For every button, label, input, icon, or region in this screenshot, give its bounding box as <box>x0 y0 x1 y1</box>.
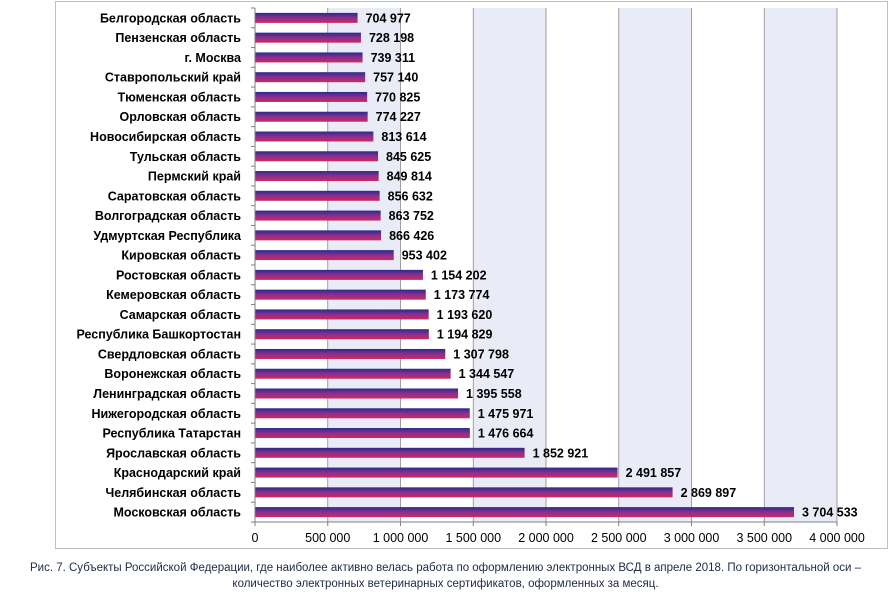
data-label: 845 625 <box>386 150 431 164</box>
category-label: Самарская область <box>120 308 242 322</box>
plot-band <box>473 8 546 522</box>
data-label: 1 193 620 <box>437 308 493 322</box>
data-label: 3 704 533 <box>802 506 858 520</box>
data-label: 813 614 <box>381 130 426 144</box>
bar <box>255 408 470 419</box>
bar <box>255 368 451 379</box>
category-label: Кемеровская область <box>106 288 241 302</box>
category-label: Волгоградская область <box>95 209 241 223</box>
bar <box>255 171 379 182</box>
category-label: Ярославская область <box>106 446 241 460</box>
data-label: 866 426 <box>389 229 434 243</box>
plot-band <box>764 8 837 522</box>
data-label: 856 632 <box>388 189 433 203</box>
category-label: Республика Башкортостан <box>76 328 241 342</box>
bar <box>255 190 380 201</box>
figure-caption: Рис. 7. Субъекты Российской Федерации, г… <box>0 560 891 592</box>
bar <box>255 111 368 122</box>
x-tick-label: 1 500 000 <box>445 531 501 545</box>
caption-line-1: Рис. 7. Субъекты Российской Федерации, г… <box>29 562 861 574</box>
category-label: Пермский край <box>148 170 241 184</box>
bar <box>255 12 358 23</box>
category-label: Ростовская область <box>116 268 241 282</box>
plot-band <box>618 8 692 522</box>
bar <box>255 428 470 439</box>
data-label: 1 307 798 <box>453 347 509 361</box>
category-label: Кировская область <box>121 249 241 263</box>
x-tick-label: 2 000 000 <box>518 531 574 545</box>
category-label: Свердловская область <box>98 347 241 361</box>
x-tick-label: 500 000 <box>305 531 350 545</box>
chart-frame: Белгородская область Пензенская область г.… <box>55 1 888 549</box>
bar-chart: Белгородская область Пензенская область г.… <box>76 7 865 545</box>
category-label: Краснодарский край <box>114 466 241 480</box>
bar <box>255 32 361 43</box>
data-label: 1 395 558 <box>466 387 522 401</box>
data-label: 2 869 897 <box>681 486 737 500</box>
bar <box>255 72 366 83</box>
bar <box>255 507 795 518</box>
bar <box>255 329 429 340</box>
plot-band <box>327 8 401 522</box>
category-label: Тюменская область <box>118 90 242 104</box>
bar <box>255 487 673 498</box>
data-label: 1 344 547 <box>459 367 515 381</box>
category-label: Орловская область <box>120 110 242 124</box>
x-tick-label: 0 <box>252 531 259 545</box>
bar <box>255 467 618 478</box>
data-label: 757 140 <box>373 71 418 85</box>
x-tick-label: 2 500 000 <box>591 531 647 545</box>
bar <box>255 151 379 162</box>
category-label: Республика Татарстан <box>102 427 241 441</box>
category-label: Московская область <box>113 506 241 520</box>
category-label: Воронежская область <box>104 367 241 381</box>
bar <box>255 289 426 300</box>
bar <box>255 388 459 399</box>
bar <box>255 447 525 458</box>
data-label: 774 227 <box>376 110 421 124</box>
category-label: Белгородская область <box>100 11 241 25</box>
category-label: Тульская область <box>130 150 242 164</box>
category-label: Ленинградская область <box>93 387 241 401</box>
category-label: Нижегородская область <box>91 407 241 421</box>
category-label: Удмуртская Республика <box>93 229 242 243</box>
data-label: 1 852 921 <box>533 446 589 460</box>
data-label: 728 198 <box>369 31 414 45</box>
data-label: 1 476 664 <box>478 427 534 441</box>
data-label: 953 402 <box>402 249 447 263</box>
x-tick-label: 1 000 000 <box>373 531 429 545</box>
bar <box>255 348 446 359</box>
x-tick-label: 4 000 000 <box>809 531 865 545</box>
data-label: 704 977 <box>366 11 411 25</box>
data-label: 1 154 202 <box>431 268 487 282</box>
data-label: 1 173 774 <box>434 288 490 302</box>
bar <box>255 230 382 241</box>
bar <box>255 131 374 142</box>
data-label: 1 194 829 <box>437 328 493 342</box>
data-label: 2 491 857 <box>626 466 682 480</box>
category-label: Ставропольский край <box>105 71 241 85</box>
data-label: 770 825 <box>375 90 420 104</box>
bar <box>255 309 429 320</box>
category-label: Саратовская область <box>108 189 242 203</box>
bar <box>255 52 363 63</box>
data-label: 739 311 <box>371 51 416 65</box>
bar <box>255 210 381 221</box>
bar <box>255 91 368 102</box>
data-label: 1 475 971 <box>478 407 534 421</box>
category-label: Челябинская область <box>105 486 241 500</box>
category-label: Пензенская область <box>115 31 241 45</box>
x-tick-label: 3 500 000 <box>736 531 792 545</box>
category-label: г. Москва <box>185 51 243 65</box>
bar <box>255 250 394 261</box>
x-tick-label: 3 000 000 <box>664 531 720 545</box>
category-label: Новосибирская область <box>90 130 241 144</box>
bar <box>255 269 423 280</box>
data-label: 849 814 <box>387 170 432 184</box>
data-label: 863 752 <box>389 209 434 223</box>
caption-line-2: количество электронных ветеринарных серт… <box>232 578 659 590</box>
